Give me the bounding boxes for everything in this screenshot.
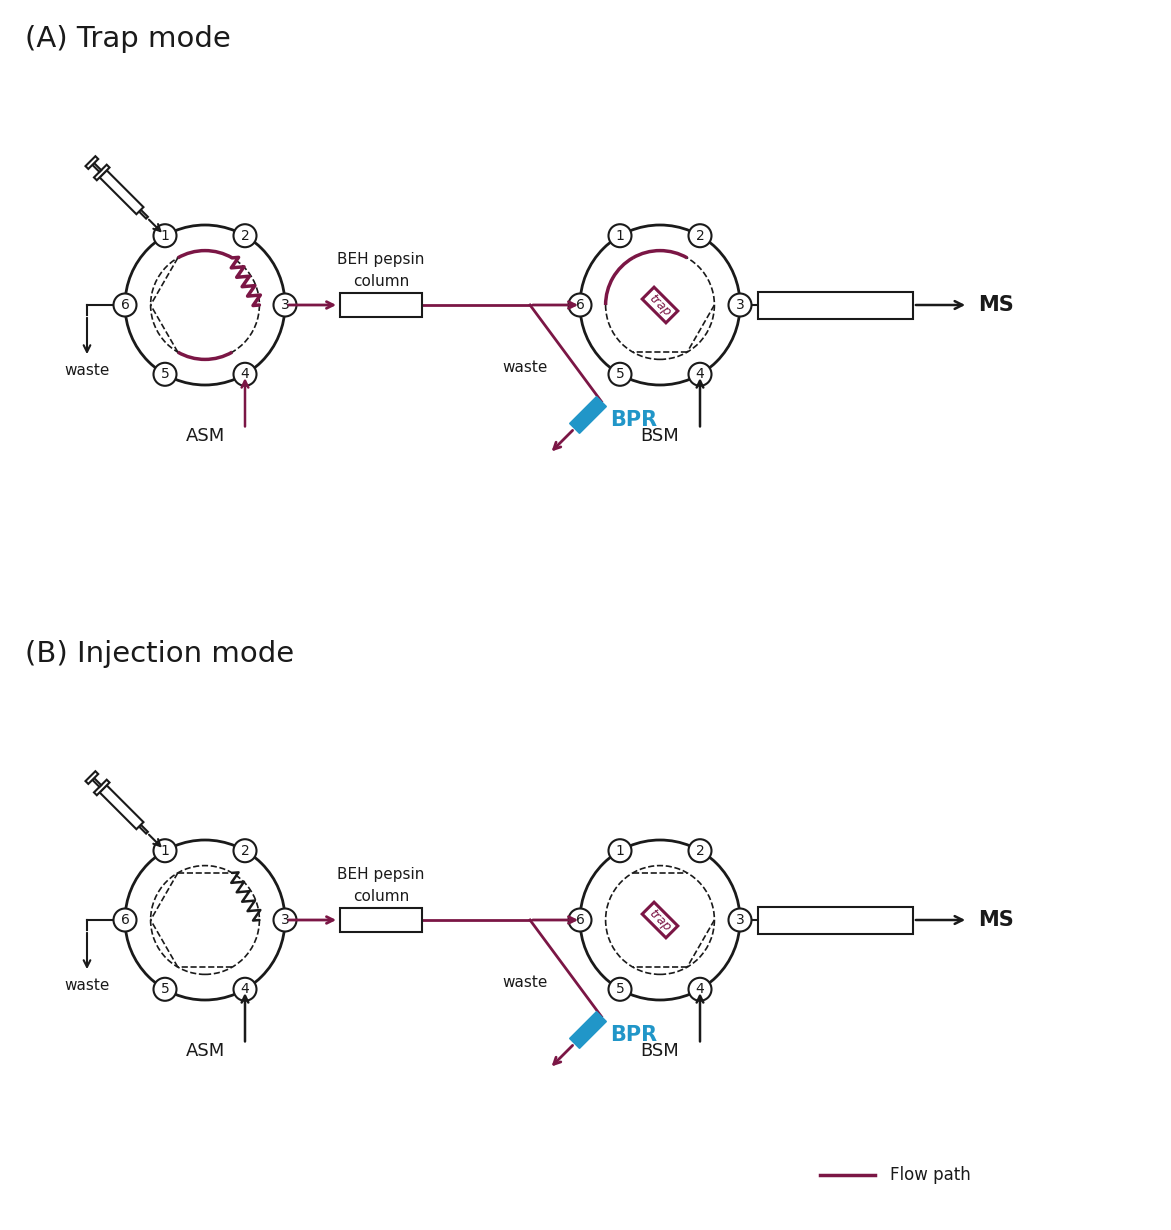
Text: BEH pepsin: BEH pepsin	[337, 252, 425, 267]
Text: 6: 6	[121, 298, 130, 312]
Circle shape	[609, 839, 631, 862]
Circle shape	[153, 839, 177, 862]
Polygon shape	[94, 165, 110, 181]
Text: 1: 1	[616, 229, 624, 242]
Circle shape	[274, 909, 296, 931]
Circle shape	[689, 978, 712, 1001]
FancyBboxPatch shape	[642, 287, 678, 322]
Text: 5: 5	[160, 983, 170, 996]
Text: waste: waste	[64, 363, 110, 378]
Polygon shape	[93, 164, 101, 172]
Circle shape	[689, 224, 712, 247]
Circle shape	[153, 978, 177, 1001]
Text: 2: 2	[696, 844, 705, 857]
Circle shape	[728, 294, 752, 316]
Polygon shape	[94, 780, 110, 796]
Text: 6: 6	[576, 913, 584, 927]
Text: 3: 3	[735, 913, 745, 927]
Text: BEH pepsin: BEH pepsin	[337, 867, 425, 882]
Text: 3: 3	[281, 913, 289, 927]
Polygon shape	[100, 785, 144, 829]
Text: (A) Trap mode: (A) Trap mode	[25, 25, 231, 53]
Polygon shape	[139, 210, 148, 219]
FancyBboxPatch shape	[642, 902, 678, 937]
Text: 4: 4	[696, 983, 705, 996]
Text: BSM: BSM	[641, 427, 679, 445]
Polygon shape	[100, 170, 144, 214]
Text: Flow path: Flow path	[890, 1166, 971, 1184]
Text: trap: trap	[646, 292, 673, 319]
Text: 5: 5	[616, 368, 624, 381]
Text: 2: 2	[240, 229, 249, 242]
Text: 1: 1	[160, 229, 170, 242]
Circle shape	[609, 363, 631, 386]
Text: 4: 4	[240, 368, 249, 381]
Circle shape	[114, 294, 137, 316]
Text: 5: 5	[160, 368, 170, 381]
Polygon shape	[85, 156, 98, 169]
Text: 1: 1	[160, 844, 170, 857]
Text: ASM: ASM	[185, 1042, 225, 1060]
Text: trap: trap	[646, 907, 673, 934]
Circle shape	[728, 909, 752, 931]
Text: BPR: BPR	[610, 1025, 657, 1046]
Text: waste: waste	[64, 978, 110, 993]
Polygon shape	[93, 779, 101, 787]
Circle shape	[568, 294, 591, 316]
Text: MS: MS	[978, 910, 1014, 930]
Circle shape	[153, 363, 177, 386]
Text: Analytical column: Analytical column	[771, 913, 900, 927]
Text: BPR: BPR	[610, 410, 657, 430]
Text: 3: 3	[281, 298, 289, 312]
Text: 3: 3	[735, 298, 745, 312]
Text: (B) Injection mode: (B) Injection mode	[25, 640, 294, 668]
Text: Analytical column: Analytical column	[771, 298, 900, 312]
Text: BSM: BSM	[641, 1042, 679, 1060]
Circle shape	[568, 909, 591, 931]
Text: waste: waste	[502, 360, 548, 375]
Text: column: column	[352, 889, 409, 904]
Circle shape	[689, 839, 712, 862]
Circle shape	[689, 363, 712, 386]
Bar	[758, 292, 913, 319]
Circle shape	[233, 978, 256, 1001]
Bar	[758, 907, 913, 934]
Circle shape	[153, 224, 177, 247]
Text: 4: 4	[696, 368, 705, 381]
Text: 1: 1	[616, 844, 624, 857]
Text: 2: 2	[240, 844, 249, 857]
Polygon shape	[85, 771, 98, 784]
Circle shape	[274, 294, 296, 316]
Bar	[569, 1011, 607, 1048]
Text: MS: MS	[978, 295, 1014, 315]
Bar	[340, 908, 422, 932]
Bar	[340, 293, 422, 317]
Text: 6: 6	[576, 298, 584, 312]
Text: 2: 2	[696, 229, 705, 242]
Circle shape	[609, 224, 631, 247]
Circle shape	[233, 224, 256, 247]
Circle shape	[233, 363, 256, 386]
Text: column: column	[352, 274, 409, 289]
Circle shape	[114, 909, 137, 931]
Text: 5: 5	[616, 983, 624, 996]
Text: 4: 4	[240, 983, 249, 996]
Circle shape	[609, 978, 631, 1001]
Circle shape	[233, 839, 256, 862]
Text: 6: 6	[121, 913, 130, 927]
Text: waste: waste	[502, 975, 548, 990]
Text: ASM: ASM	[185, 427, 225, 445]
Polygon shape	[139, 825, 148, 834]
Bar	[569, 396, 607, 433]
